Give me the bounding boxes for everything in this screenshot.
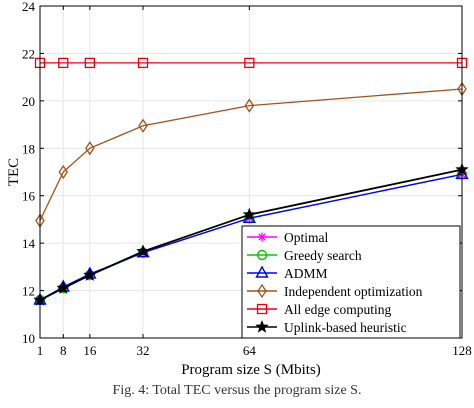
x-tick-label: 32 <box>137 343 150 358</box>
marker-diamond <box>85 141 95 156</box>
x-tick-label: 128 <box>452 343 472 358</box>
x-tick-label: 1 <box>37 343 44 358</box>
marker-star <box>136 244 150 258</box>
y-axis-label: TEC <box>6 158 22 186</box>
marker-circle <box>256 249 268 261</box>
legend-item: Uplink-based heuristic <box>247 319 407 335</box>
legend-item: All edge computing <box>247 302 391 317</box>
marker-triangle <box>255 265 269 278</box>
y-tick-label: 14 <box>22 236 36 251</box>
marker-stroke <box>258 233 266 241</box>
y-tick-label: 18 <box>22 141 35 156</box>
marker-diamond <box>58 164 69 180</box>
legend-box <box>241 225 461 339</box>
legend: Optimal Greedy search ADMM Independent opti… <box>241 225 461 339</box>
legend-label: All edge computing <box>284 302 391 317</box>
y-tick-label: 24 <box>22 0 36 14</box>
y-tick-label: 16 <box>22 189 36 204</box>
marker-star <box>82 267 97 282</box>
legend-label: Optimal <box>284 230 328 245</box>
marker-asterisk <box>257 232 267 242</box>
legend-item: Optimal <box>247 230 328 245</box>
legend-label: Greedy search <box>284 248 362 263</box>
marker-star <box>56 280 71 295</box>
marker-star <box>242 207 257 221</box>
x-tick-label: 64 <box>243 343 257 358</box>
marker-star <box>255 319 269 333</box>
y-tick-label: 22 <box>22 46 35 61</box>
marker-square <box>84 57 95 69</box>
legend-label: ADMM <box>284 266 328 281</box>
marker-diamond <box>244 98 255 113</box>
marker-diamond <box>138 118 148 133</box>
x-tick-label: 8 <box>60 343 67 358</box>
y-tick-label: 12 <box>22 284 35 299</box>
legend-item: Independent optimization <box>247 283 423 299</box>
x-axis-label: Program size S (Mbits) <box>181 362 321 378</box>
legend-item: Greedy search <box>247 248 362 263</box>
legend-label: Uplink-based heuristic <box>284 320 407 335</box>
series-line <box>39 88 463 221</box>
marker-diamond <box>257 283 267 299</box>
y-tick-label: 20 <box>22 94 35 109</box>
figure-caption: Fig. 4: Total TEC versus the program siz… <box>112 383 362 398</box>
y-tick-label: 10 <box>22 331 35 346</box>
marker-square <box>256 303 268 315</box>
legend-item: ADMM <box>247 265 328 281</box>
legend-label: Independent optimization <box>284 284 423 299</box>
marker-square <box>137 57 149 69</box>
x-tick-label: 16 <box>83 343 97 358</box>
marker-square <box>58 57 69 69</box>
series-line <box>39 168 463 301</box>
marker-square <box>244 57 255 69</box>
